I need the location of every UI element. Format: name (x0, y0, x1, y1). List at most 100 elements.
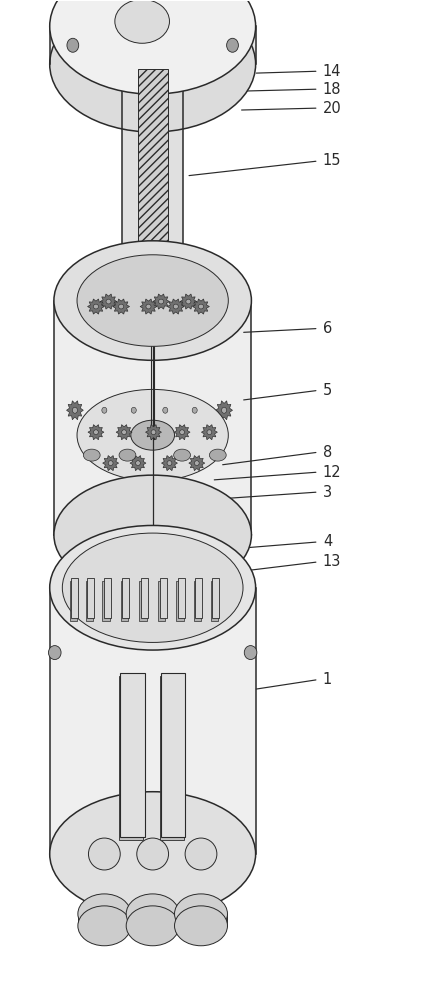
Ellipse shape (78, 906, 131, 946)
Ellipse shape (102, 407, 107, 413)
Ellipse shape (108, 461, 113, 465)
Ellipse shape (54, 241, 251, 360)
Text: 8: 8 (323, 445, 332, 460)
Ellipse shape (175, 894, 228, 934)
Ellipse shape (72, 407, 77, 413)
Polygon shape (66, 401, 83, 420)
FancyBboxPatch shape (161, 673, 185, 837)
Ellipse shape (159, 299, 164, 304)
Ellipse shape (185, 838, 217, 870)
Text: 6: 6 (323, 321, 332, 336)
Ellipse shape (50, 792, 255, 916)
Ellipse shape (192, 407, 197, 413)
FancyBboxPatch shape (140, 581, 147, 621)
Polygon shape (137, 69, 168, 251)
FancyBboxPatch shape (212, 578, 219, 618)
FancyBboxPatch shape (102, 581, 110, 621)
FancyBboxPatch shape (71, 578, 79, 618)
Ellipse shape (175, 906, 228, 946)
Ellipse shape (198, 304, 203, 309)
Ellipse shape (173, 304, 179, 309)
Ellipse shape (227, 38, 239, 52)
Ellipse shape (135, 461, 140, 465)
Polygon shape (126, 914, 179, 926)
Polygon shape (168, 299, 184, 314)
Polygon shape (175, 914, 228, 926)
Ellipse shape (186, 299, 191, 304)
Ellipse shape (78, 894, 131, 934)
Text: 5: 5 (323, 383, 332, 398)
Ellipse shape (54, 475, 251, 595)
Polygon shape (140, 854, 166, 914)
Text: 12: 12 (323, 465, 341, 480)
Polygon shape (192, 299, 209, 314)
Polygon shape (78, 914, 131, 926)
Ellipse shape (174, 449, 190, 461)
FancyBboxPatch shape (122, 578, 129, 618)
Ellipse shape (163, 407, 168, 413)
Ellipse shape (122, 239, 183, 283)
Polygon shape (216, 401, 233, 420)
Ellipse shape (207, 430, 212, 435)
Ellipse shape (122, 42, 183, 86)
Ellipse shape (83, 449, 100, 461)
Polygon shape (201, 425, 217, 440)
Ellipse shape (146, 304, 151, 309)
Text: 1: 1 (323, 672, 332, 687)
Text: 3: 3 (323, 485, 332, 500)
FancyBboxPatch shape (87, 578, 94, 618)
Polygon shape (88, 299, 104, 314)
Ellipse shape (106, 299, 111, 304)
Ellipse shape (167, 461, 172, 465)
FancyBboxPatch shape (141, 578, 148, 618)
Ellipse shape (118, 304, 124, 309)
Polygon shape (116, 425, 132, 440)
FancyBboxPatch shape (211, 581, 218, 621)
Polygon shape (122, 64, 183, 261)
Ellipse shape (111, 559, 195, 610)
Text: 13: 13 (323, 554, 341, 569)
Ellipse shape (131, 407, 136, 413)
Polygon shape (50, 26, 255, 64)
Polygon shape (186, 401, 203, 420)
Polygon shape (157, 401, 174, 420)
Text: 20: 20 (323, 101, 342, 116)
Polygon shape (130, 456, 146, 471)
Polygon shape (153, 294, 170, 309)
Polygon shape (91, 854, 118, 914)
Polygon shape (180, 294, 197, 309)
Ellipse shape (131, 420, 175, 450)
Ellipse shape (126, 894, 179, 934)
Ellipse shape (222, 407, 227, 413)
Text: 14: 14 (323, 64, 341, 79)
Ellipse shape (115, 0, 170, 43)
Ellipse shape (50, 525, 255, 650)
Text: 4: 4 (323, 534, 332, 549)
Ellipse shape (62, 533, 243, 642)
FancyBboxPatch shape (159, 578, 167, 618)
Ellipse shape (180, 430, 184, 435)
Polygon shape (88, 425, 104, 440)
Polygon shape (189, 456, 205, 471)
FancyBboxPatch shape (70, 581, 77, 621)
Polygon shape (50, 588, 255, 854)
Polygon shape (54, 535, 251, 585)
FancyBboxPatch shape (121, 581, 128, 621)
Ellipse shape (93, 430, 98, 435)
Ellipse shape (137, 838, 168, 870)
Ellipse shape (122, 430, 126, 435)
Ellipse shape (244, 646, 257, 660)
Ellipse shape (209, 449, 226, 461)
FancyBboxPatch shape (178, 578, 185, 618)
FancyBboxPatch shape (194, 581, 201, 621)
FancyBboxPatch shape (119, 676, 143, 840)
Polygon shape (96, 401, 113, 420)
Ellipse shape (195, 461, 199, 465)
Polygon shape (140, 299, 157, 314)
Polygon shape (162, 456, 178, 471)
Polygon shape (113, 299, 129, 314)
FancyBboxPatch shape (195, 578, 203, 618)
Polygon shape (54, 301, 251, 535)
Ellipse shape (50, 0, 255, 94)
Ellipse shape (151, 430, 156, 435)
